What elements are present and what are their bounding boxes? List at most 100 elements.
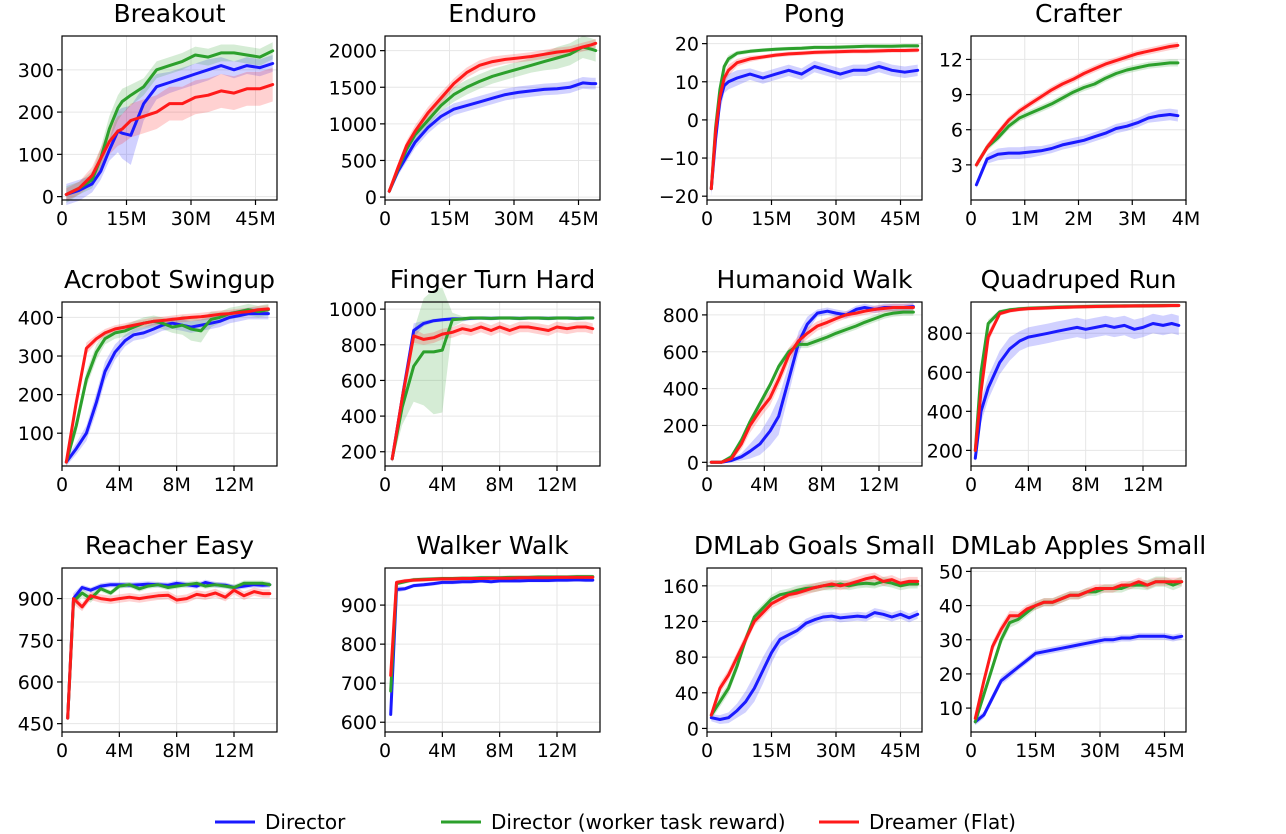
x-tick-label: 0 [56,740,68,762]
x-tick-label: 3M [1118,208,1146,230]
x-tick-label: 4M [428,474,456,496]
x-tick-label: 0 [965,208,977,230]
legend-item: Director (worker task reward) [441,810,786,834]
series-band [975,314,1179,462]
y-tick-label: 2000 [329,41,377,63]
y-tick-label: 200 [341,442,377,464]
y-tick-label: 9 [951,85,963,107]
series-line [68,583,270,719]
legend-item: Director [215,810,346,834]
chart-title: Quadruped Run [981,265,1177,294]
y-tick-label: 600 [663,342,699,364]
x-tick-label: 45M [1144,740,1185,762]
legend: Director Director (worker task reward) Dre… [215,810,1016,834]
series-line [975,582,1181,719]
x-tick-label: 30M [816,740,857,762]
series-band [66,308,268,466]
x-tick-label: 4M [1172,208,1200,230]
y-tick-label: −10 [659,148,699,170]
x-tick-label: 12M [214,474,255,496]
x-tick-label: 0 [701,208,713,230]
x-tick-label: 4M [428,740,456,762]
y-tick-label: 6 [951,120,963,142]
y-tick-label: 3 [951,155,963,177]
y-tick-label: 300 [18,60,54,82]
legend-item: Dreamer (Flat) [819,810,1016,834]
x-tick-label: 30M [816,208,857,230]
x-tick-label: 45M [880,208,921,230]
series-line [711,577,917,715]
series-line [391,580,593,715]
chart-panel: 0 1M 2M 3M 4M36912Crafter [939,0,1200,230]
y-tick-label: 40 [939,596,963,618]
x-tick-label: 30M [171,208,212,230]
y-tick-label: 40 [675,683,699,705]
x-tick-label: 15M [751,208,792,230]
legend-label: Director (worker task reward) [491,810,786,834]
y-tick-label: 300 [18,346,54,368]
chart-panel: 0 4M 8M 12M450600750900Reacher Easy [18,531,277,762]
y-tick-label: 800 [663,305,699,327]
x-tick-label: 0 [379,474,391,496]
series-band [711,61,917,196]
chart-panel: 0 4M 8M 12M600700800900Walker Walk [341,531,600,762]
y-tick-label: 200 [927,440,963,462]
y-tick-label: 10 [675,72,699,94]
x-tick-label: 4M [750,474,778,496]
x-tick-label: 15M [1015,740,1056,762]
x-tick-label: 8M [485,474,513,496]
series-band [391,575,593,677]
chart-title: Crafter [1035,0,1123,28]
y-tick-label: 600 [341,370,377,392]
y-tick-label: 50 [939,561,963,583]
plot-frame [385,568,600,732]
x-tick-label: 8M [485,740,513,762]
x-tick-label: 30M [1080,740,1121,762]
y-tick-label: 900 [341,595,377,617]
y-tick-label: 10 [939,698,963,720]
x-tick-label: 12M [214,740,255,762]
series-band [391,578,593,717]
x-tick-label: 8M [162,474,190,496]
chart-panel: 0 4M 8M 12M2004006008001000Finger Turn Hard [329,265,600,496]
x-tick-label: 45M [235,208,276,230]
series-line [711,613,917,720]
y-tick-label: −20 [659,186,699,208]
y-tick-label: 1000 [329,114,377,136]
x-tick-label: 15M [429,208,470,230]
series-line [68,590,270,718]
y-tick-label: 600 [927,362,963,384]
y-tick-label: 400 [927,401,963,423]
y-tick-label: 800 [927,323,963,345]
x-tick-label: 8M [807,474,835,496]
x-tick-label: 0 [56,208,68,230]
series-band [975,633,1181,725]
chart-panel: 0 15M 30M 45M04080120160DMLab Goals Small [663,531,935,762]
y-tick-label: 80 [675,647,699,669]
x-tick-label: 15M [751,740,792,762]
x-tick-label: 0 [701,740,713,762]
chart-panel: 0 4M 8M 12M 0 200 400 600 800 Humanoid Walk [663,265,922,496]
y-tick-label: 1500 [329,77,377,99]
chart-title: Pong [784,0,845,28]
legend-label: Dreamer (Flat) [869,810,1016,834]
y-tick-label: 0 [687,718,699,740]
y-tick-label: 200 [18,102,54,124]
x-tick-label: 0 [379,740,391,762]
x-tick-label: 30M [494,208,535,230]
series-line [975,582,1181,722]
chart-panel: 0 4M 8M 12M 200 400 600 800 Quadruped Run [927,265,1186,496]
chart-title: Acrobot Swingup [64,265,275,294]
x-tick-label: 2M [1064,208,1092,230]
series-line [391,577,593,691]
y-tick-label: 400 [663,379,699,401]
x-tick-label: 0 [56,474,68,496]
y-tick-label: 0 [42,187,54,209]
x-tick-label: 0 [965,474,977,496]
series-band [66,304,268,466]
y-tick-label: 700 [341,673,377,695]
series-line [389,83,595,191]
legend-label: Director [265,810,346,834]
chart-grid: 0 15M 30M 45M0100200300Breakout0 15M 30M 45M05… [18,0,1207,762]
y-tick-label: 1000 [329,299,377,321]
